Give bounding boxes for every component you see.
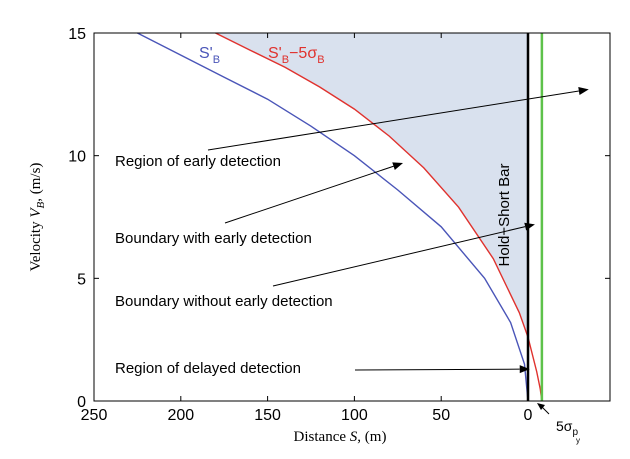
series-layer: [137, 32, 543, 402]
series-label-sb: S'B: [199, 45, 220, 66]
sigma-label-main: 5σ: [556, 418, 573, 434]
annotation-text-3: Region of delayed detection: [115, 360, 301, 377]
annotation-arrowhead-3: [519, 365, 530, 374]
series-label-sbm-mid: −5σ: [289, 45, 317, 62]
sigma-pointer-arrowhead: [537, 403, 545, 410]
annotation-arrow-2: [272, 226, 526, 287]
x-axis-label: Distance S, (m): [294, 429, 387, 445]
annotation-arrowhead-0: [578, 87, 589, 95]
series-label-sbm-sub: B: [282, 54, 289, 66]
series-label-sbm-main: S': [268, 45, 282, 62]
sigma-label-subsub: y: [576, 436, 580, 445]
series-line-0: [137, 32, 529, 402]
plot-frame: [93, 32, 611, 402]
series-label-sb-minus: S'B−5σB: [268, 45, 325, 66]
tick-layer: 250 200 150 100 50 0 0 5 10 15: [68, 26, 610, 424]
annotation-arrow-3: [354, 368, 520, 371]
series-label-sb-main: S': [199, 45, 213, 62]
x-tick-label-2: 150: [254, 407, 281, 424]
annotation-text-0: Region of early detection: [115, 153, 281, 170]
x-tick-label-5: 0: [524, 407, 533, 424]
annotation-arrowhead-2: [524, 222, 535, 231]
sigma-label: 5σp y: [556, 418, 580, 445]
y-tick-label-1: 5: [77, 271, 86, 288]
y-tick-label-3: 15: [68, 26, 86, 43]
annotation-text-2: Boundary without early detection: [115, 293, 333, 310]
annotation-arrow-0: [207, 90, 579, 151]
y-axis-label: Velocity VB, (m/s): [28, 163, 47, 272]
y-tick-label-2: 10: [68, 149, 86, 166]
x-tick-label-3: 100: [341, 407, 368, 424]
annotation-text-1: Boundary with early detection: [115, 230, 312, 247]
hold-short-bar-label: Hold−Short Bar: [496, 164, 513, 267]
series-line-1: [215, 32, 543, 402]
shaded-region: [215, 33, 528, 338]
annotation-arrow-1: [224, 165, 394, 224]
series-label-sbm-sub2: B: [317, 54, 324, 66]
shaded-region-layer: [215, 33, 528, 338]
series-label-sb-sub: B: [213, 54, 220, 66]
x-tick-label-0: 250: [81, 407, 108, 424]
annotation-arrowhead-1: [392, 162, 404, 171]
sigma-label-sub: p: [572, 427, 578, 438]
x-tick-label-1: 200: [167, 407, 194, 424]
y-tick-label-0: 0: [77, 394, 86, 411]
x-tick-label-4: 50: [432, 407, 450, 424]
annotation-layer: Region of early detection Boundary with e…: [115, 87, 589, 377]
